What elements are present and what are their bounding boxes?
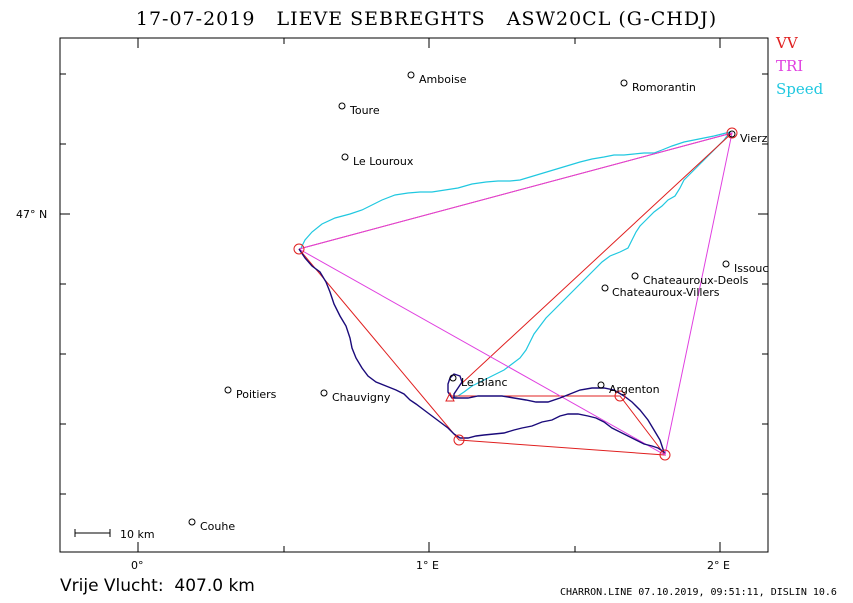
town-chauvigny: Chauvigny [332, 391, 391, 404]
lat-tick-label-0: 47° N [16, 208, 47, 221]
lon-tick-label-1: 1° E [416, 559, 439, 572]
flight-title: 17-07-2019 LIEVE SEBREGHTS ASW20CL (G-CH… [135, 8, 718, 30]
town-markers [188, 71, 736, 526]
bottom-ticks [137, 38, 721, 552]
map-frame [59, 37, 769, 553]
legend-tri: TRI [776, 57, 804, 75]
town-le-louroux: Le Louroux [353, 155, 414, 168]
lon-tick-label-0: 0° [131, 559, 144, 572]
software-credit: CHARRON.LINE 07.10.2019, 09:51:11, DISLI… [560, 587, 837, 598]
turnpoints [293, 127, 738, 461]
start-triangle [445, 391, 455, 402]
scale-bar [74, 529, 111, 537]
lon-tick-label-2: 2° E [707, 559, 730, 572]
free-flight-distance: Vrije Vlucht: 407.0 km [60, 576, 255, 596]
vv-route [298, 132, 733, 386]
town-poitiers: Poitiers [236, 388, 277, 401]
town-amboise: Amboise [419, 73, 467, 86]
speed-line [300, 131, 732, 399]
side-ticks [60, 73, 768, 495]
town-le-blanc: Le Blanc [461, 376, 508, 389]
town-argenton: Argenton [609, 383, 660, 396]
town-chateauroux-villers: Chateauroux-Villers [612, 286, 720, 299]
town-chateauroux-deols: Chateauroux-Deols [643, 274, 749, 287]
scale-bar-label: 10 km [120, 528, 155, 541]
town-vierz: Vierz [740, 132, 768, 145]
legend-vv: VV [776, 34, 798, 52]
town-toure: Toure [349, 104, 380, 117]
town-issouc: Issouc [734, 262, 768, 275]
flight-track [298, 248, 666, 454]
legend-speed: Speed [776, 80, 824, 98]
town-romorantin: Romorantin [632, 81, 696, 94]
town-couhe: Couhe [200, 520, 235, 533]
tri-route [298, 132, 733, 456]
